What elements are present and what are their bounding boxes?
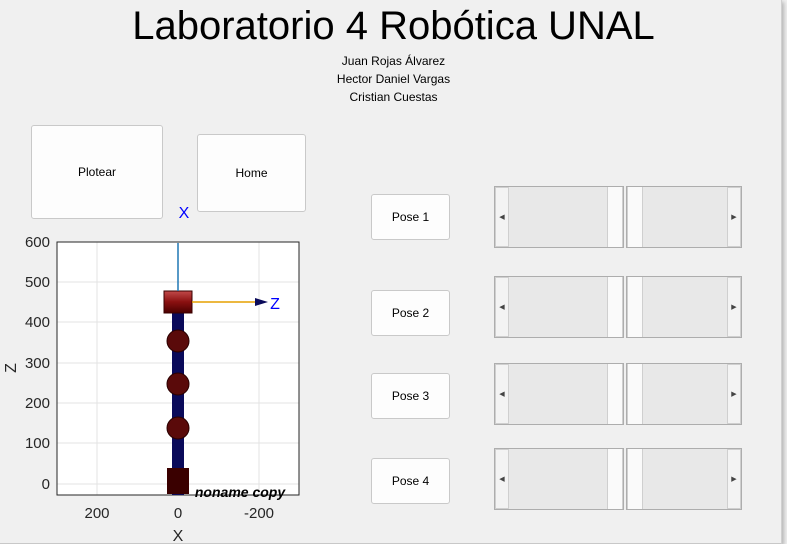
pose-1-button[interactable]: Pose 1 [371, 194, 450, 240]
slider-left-arrow-icon[interactable]: ◀ [495, 449, 509, 509]
z-tick-300: 300 [25, 355, 50, 372]
pose-2-slider-b[interactable]: ▶ [626, 276, 742, 338]
slider-thumb[interactable] [627, 187, 643, 247]
pose-3-label: Pose 3 [391, 389, 430, 403]
robot-base [167, 468, 189, 494]
author-2: Hector Daniel Vargas [336, 72, 451, 86]
z-tick-200: 200 [25, 395, 50, 412]
x-tick-0: 0 [174, 505, 182, 522]
z-tick-500: 500 [25, 274, 50, 291]
pose-2-label: Pose 2 [391, 306, 430, 320]
slider-thumb[interactable] [607, 364, 623, 424]
frame-z-arrow-icon [255, 298, 268, 306]
x-tick-200: 200 [84, 505, 109, 522]
pose-3-slider-a[interactable]: ◀ [494, 363, 624, 425]
pose-2-button[interactable]: Pose 2 [371, 290, 450, 336]
plot-button[interactable]: Plotear [31, 125, 163, 219]
z-tick-600: 600 [25, 234, 50, 251]
slider-right-arrow-icon[interactable]: ▶ [727, 364, 741, 424]
plot-button-label: Plotear [77, 165, 117, 179]
slider-thumb[interactable] [607, 187, 623, 247]
pose-4-slider-a[interactable]: ◀ [494, 448, 624, 510]
x-axis-label: X [173, 528, 184, 545]
pose-3-button[interactable]: Pose 3 [371, 373, 450, 419]
author-1: Juan Rojas Álvarez [341, 54, 446, 68]
slider-right-arrow-icon[interactable]: ▶ [727, 449, 741, 509]
pose-1-label: Pose 1 [391, 210, 430, 224]
z-axis-label: Z [3, 363, 20, 373]
pose-2-slider-a[interactable]: ◀ [494, 276, 624, 338]
robot-joint-1 [166, 416, 190, 440]
robot-end-effector [163, 290, 193, 314]
x-tick-neg200: -200 [244, 505, 274, 522]
slider-thumb[interactable] [607, 277, 623, 337]
frame-x-label: X [179, 205, 190, 222]
z-tick-400: 400 [25, 314, 50, 331]
robot-joint-2 [166, 372, 190, 396]
slider-thumb[interactable] [607, 449, 623, 509]
page-title: Laboratorio 4 Robótica UNAL [132, 4, 655, 48]
taskbar-strip [0, 544, 787, 550]
slider-thumb[interactable] [627, 277, 643, 337]
pose-4-slider-b[interactable]: ▶ [626, 448, 742, 510]
robot-plot[interactable]: 600 500 400 300 200 100 0 200 0 -200 X Z [0, 190, 310, 545]
pose-4-button[interactable]: Pose 4 [371, 458, 450, 504]
slider-left-arrow-icon[interactable]: ◀ [495, 364, 509, 424]
slider-left-arrow-icon[interactable]: ◀ [495, 277, 509, 337]
robot-link [172, 300, 184, 495]
slider-right-arrow-icon[interactable]: ▶ [727, 277, 741, 337]
slider-thumb[interactable] [627, 449, 643, 509]
robot-name-label: noname copy [195, 484, 286, 500]
slider-left-arrow-icon[interactable]: ◀ [495, 187, 509, 247]
pose-1-slider-b[interactable]: ▶ [626, 186, 742, 248]
author-3: Cristian Cuestas [349, 90, 438, 104]
pose-1-slider-a[interactable]: ◀ [494, 186, 624, 248]
pose-4-label: Pose 4 [391, 474, 430, 488]
robot-joint-3 [166, 329, 190, 353]
pose-3-slider-b[interactable]: ▶ [626, 363, 742, 425]
slider-right-arrow-icon[interactable]: ▶ [727, 187, 741, 247]
slider-thumb[interactable] [627, 364, 643, 424]
z-tick-0: 0 [42, 476, 50, 493]
z-tick-100: 100 [25, 435, 50, 452]
home-button-label: Home [235, 166, 268, 180]
frame-z-label: Z [270, 296, 280, 313]
home-button[interactable]: Home [197, 134, 306, 212]
